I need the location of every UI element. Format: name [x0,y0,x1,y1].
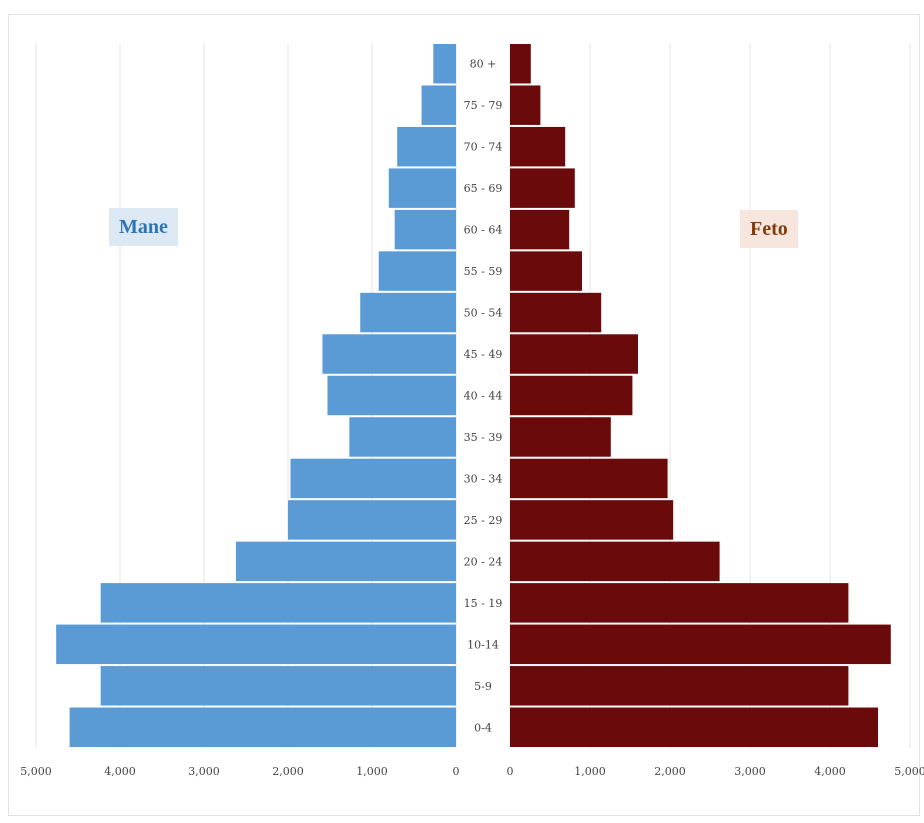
x-axis-ticks: 5,000 4,000 3,000 2,000 1,000 0 0 1,000 2,000 3,0… [20,765,924,778]
x-tick-label-right: 3,000 [734,765,766,778]
bar-male [56,624,456,665]
bar-female [510,707,878,747]
age-group-label: 30 - 34 [464,472,503,485]
bar-female [510,209,570,250]
age-group-label: 45 - 49 [464,348,503,361]
bar-female [510,375,633,416]
bar-male [394,209,456,250]
bar-female [510,500,674,540]
bar-male [69,707,456,747]
bar-male [100,583,457,623]
x-tick-label-right: 5,000 [894,765,924,778]
bar-male [290,458,456,499]
age-group-label: 25 - 29 [464,514,503,527]
age-group-label: 70 - 74 [464,141,503,154]
bar-female [510,541,720,582]
age-group-label: 50 - 54 [464,307,503,320]
age-group-label: 10-14 [467,638,499,651]
x-tick-label-left: 0 [453,765,460,778]
age-group-label: 65 - 69 [464,182,503,195]
bar-female [510,624,891,665]
x-tick-label-left: 2,000 [272,765,304,778]
bar-male [349,417,456,457]
bar-male [322,334,456,374]
bar-female [510,417,611,457]
x-tick-label-right: 4,000 [814,765,846,778]
bar-male [235,541,456,582]
x-tick-label-left: 4,000 [104,765,136,778]
series-label-male: Mane [109,208,178,246]
age-group-label: 0-4 [474,721,492,734]
bar-female [510,458,668,499]
bar-female [510,666,849,706]
x-tick-label-right: 0 [507,765,514,778]
age-group-label: 40 - 44 [464,390,503,403]
age-group-label: 60 - 64 [464,224,503,237]
age-group-label: 75 - 79 [464,99,503,112]
bars: 0-4 5-9 10-14 15 - 19 20 - 24 25 - 29 30 - 34 3… [56,44,891,747]
bar-female [510,44,531,84]
bar-male [433,44,456,84]
bar-male [421,85,456,125]
age-group-label: 35 - 39 [464,431,503,444]
bar-male [360,292,456,333]
bar-female [510,251,582,291]
bar-female [510,583,849,623]
x-tick-label-right: 2,000 [654,765,686,778]
age-group-label: 20 - 24 [464,555,503,568]
age-group-label: 80 + [470,58,497,71]
x-tick-label-left: 1,000 [356,765,388,778]
bar-male [327,375,456,416]
age-group-label: 55 - 59 [464,265,503,278]
bar-male [397,126,456,167]
age-group-label: 5-9 [474,680,492,693]
age-group-label: 15 - 19 [464,597,503,610]
x-tick-label-right: 1,000 [574,765,606,778]
bar-male [100,666,457,706]
x-tick-label-left: 5,000 [20,765,52,778]
bar-male [288,500,456,540]
bar-female [510,85,541,125]
bar-female [510,334,638,374]
bar-male [378,251,456,291]
series-label-female: Feto [740,210,798,248]
x-tick-label-left: 3,000 [188,765,220,778]
bar-female [510,292,602,333]
bar-male [388,168,456,208]
bar-female [510,168,575,208]
bar-female [510,126,566,167]
